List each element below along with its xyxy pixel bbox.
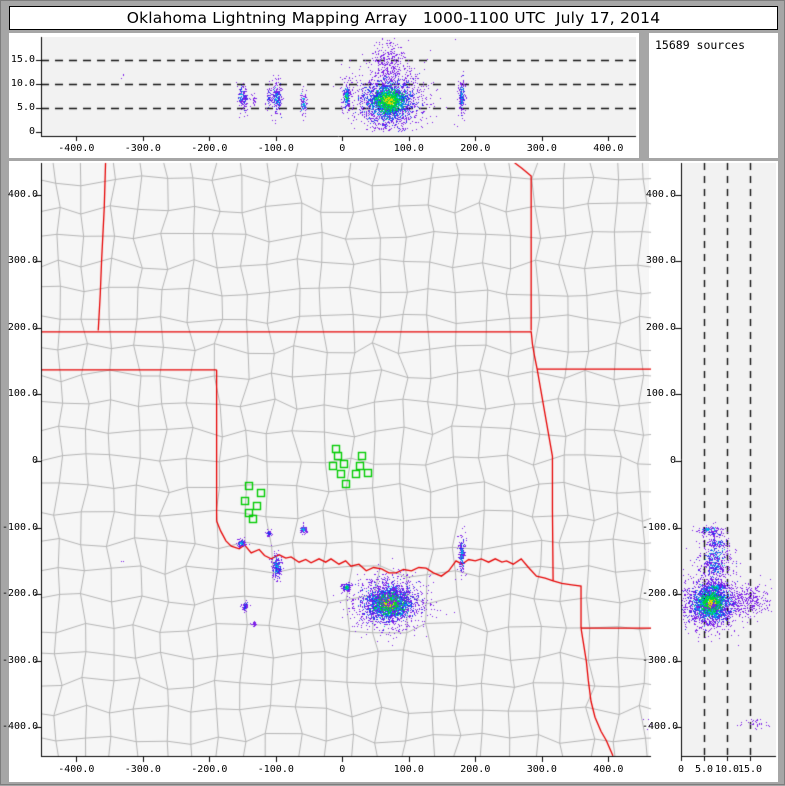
lightning-plot-canvas[interactable] bbox=[1, 1, 785, 786]
xlma-display-window: Oklahoma Lightning Mapping Array 1000-11… bbox=[0, 0, 785, 786]
